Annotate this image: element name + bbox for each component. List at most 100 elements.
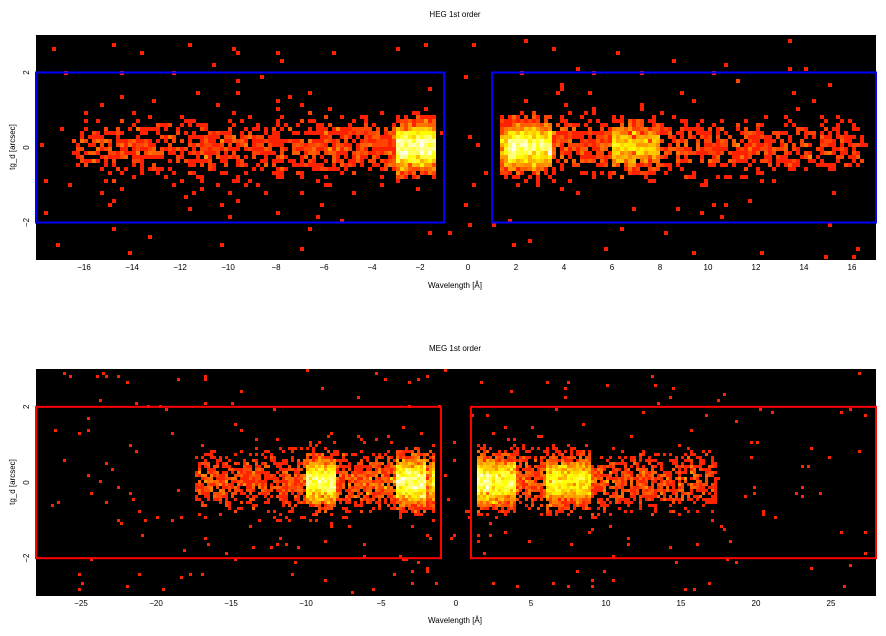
heatmap-cell bbox=[357, 474, 360, 477]
x-tick-label: 2 bbox=[514, 263, 519, 272]
heatmap-cell bbox=[234, 477, 237, 480]
heatmap-cell bbox=[516, 480, 519, 483]
heatmap-cell bbox=[544, 159, 548, 163]
heatmap-cell bbox=[760, 147, 764, 151]
heatmap-cell bbox=[664, 131, 668, 135]
heatmap-cell bbox=[260, 139, 264, 143]
heatmap-cell bbox=[312, 504, 315, 507]
heatmap-cell bbox=[627, 474, 630, 477]
heatmap-cell bbox=[828, 456, 831, 459]
heatmap-cell bbox=[588, 131, 592, 135]
heatmap-cell bbox=[522, 486, 525, 489]
heatmap-cell bbox=[534, 471, 537, 474]
heatmap-cell bbox=[168, 151, 172, 155]
heatmap-cell bbox=[477, 486, 480, 489]
heatmap-cell bbox=[660, 155, 664, 159]
heatmap-cell bbox=[612, 147, 616, 151]
heatmap-cell bbox=[704, 131, 708, 135]
heatmap-cell bbox=[480, 480, 483, 483]
heatmap-cell bbox=[492, 474, 495, 477]
heatmap-cell bbox=[288, 501, 291, 504]
heatmap-cell bbox=[580, 159, 584, 163]
heatmap-cell bbox=[354, 495, 357, 498]
heatmap-cell bbox=[676, 155, 680, 159]
heatmap-cell bbox=[423, 465, 426, 468]
heatmap-cell bbox=[412, 167, 416, 171]
heatmap-cell bbox=[792, 167, 796, 171]
heatmap-cell bbox=[652, 171, 656, 175]
heatmap-cell bbox=[378, 477, 381, 480]
heatmap-cell bbox=[528, 143, 532, 147]
heatmap-cell bbox=[620, 175, 624, 179]
heatmap-cell bbox=[321, 498, 324, 501]
heatmap-cell bbox=[678, 486, 681, 489]
heatmap-cell bbox=[280, 167, 284, 171]
heatmap-cell bbox=[507, 510, 510, 513]
heatmap-cell bbox=[204, 402, 207, 405]
heatmap-cell bbox=[544, 135, 548, 139]
heatmap-cell bbox=[276, 131, 280, 135]
heatmap-cell bbox=[412, 171, 416, 175]
heatmap-cell bbox=[188, 43, 192, 47]
heatmap-cell bbox=[548, 123, 552, 127]
heatmap-cell bbox=[639, 453, 642, 456]
heatmap-cell bbox=[540, 163, 544, 167]
heatmap-cell bbox=[681, 465, 684, 468]
heatmap-cell bbox=[489, 498, 492, 501]
heatmap-cell bbox=[570, 453, 573, 456]
heatmap-cell bbox=[560, 143, 564, 147]
heatmap-cell bbox=[570, 483, 573, 486]
heatmap-cell bbox=[414, 489, 417, 492]
x-tick-label: 8 bbox=[658, 263, 663, 272]
heatmap-cell bbox=[399, 450, 402, 453]
heatmap-cell bbox=[669, 504, 672, 507]
heatmap-cell bbox=[204, 537, 207, 540]
heatmap-cell bbox=[492, 471, 495, 474]
heatmap-cell bbox=[621, 471, 624, 474]
heatmap-cell bbox=[663, 474, 666, 477]
heatmap-cell bbox=[282, 498, 285, 501]
heatmap-cell bbox=[464, 75, 468, 79]
heatmap-cell bbox=[378, 492, 381, 495]
heatmap-cell bbox=[267, 498, 270, 501]
heatmap-cell bbox=[405, 483, 408, 486]
heatmap-cell bbox=[408, 486, 411, 489]
heatmap-cell bbox=[696, 489, 699, 492]
heatmap-cell bbox=[561, 507, 564, 510]
heatmap-cell bbox=[832, 127, 836, 131]
heatmap-cell bbox=[489, 474, 492, 477]
heatmap-cell bbox=[208, 131, 212, 135]
heatmap-cell bbox=[432, 477, 435, 480]
heatmap-cell bbox=[201, 501, 204, 504]
heatmap-cell bbox=[128, 251, 132, 255]
heatmap-cell bbox=[632, 119, 636, 123]
heatmap-cell bbox=[498, 477, 501, 480]
heatmap-cell bbox=[480, 498, 483, 501]
heatmap-cell bbox=[516, 127, 520, 131]
heatmap-cell bbox=[532, 147, 536, 151]
heatmap-cell bbox=[680, 147, 684, 151]
heatmap-cell bbox=[345, 459, 348, 462]
heatmap-cell bbox=[501, 474, 504, 477]
heatmap-cell bbox=[369, 492, 372, 495]
heatmap-cell bbox=[567, 456, 570, 459]
heatmap-cell bbox=[428, 119, 432, 123]
heatmap-cell bbox=[536, 159, 540, 163]
heatmap-cell bbox=[192, 191, 196, 195]
heatmap-cell bbox=[594, 516, 597, 519]
heatmap-cell bbox=[812, 159, 816, 163]
heatmap-cell bbox=[291, 477, 294, 480]
heatmap-cell bbox=[744, 143, 748, 147]
heatmap-cell bbox=[260, 75, 264, 79]
heatmap-cell bbox=[282, 477, 285, 480]
heatmap-cell bbox=[453, 459, 456, 462]
heatmap-cell bbox=[628, 143, 632, 147]
heatmap-cell bbox=[513, 450, 516, 453]
heatmap-cell bbox=[399, 483, 402, 486]
heatmap-cell bbox=[592, 175, 596, 179]
heatmap-cell bbox=[372, 453, 375, 456]
heatmap-cell bbox=[136, 155, 140, 159]
heatmap-cell bbox=[336, 489, 339, 492]
heatmap-cell bbox=[345, 501, 348, 504]
heatmap-cell bbox=[416, 127, 420, 131]
